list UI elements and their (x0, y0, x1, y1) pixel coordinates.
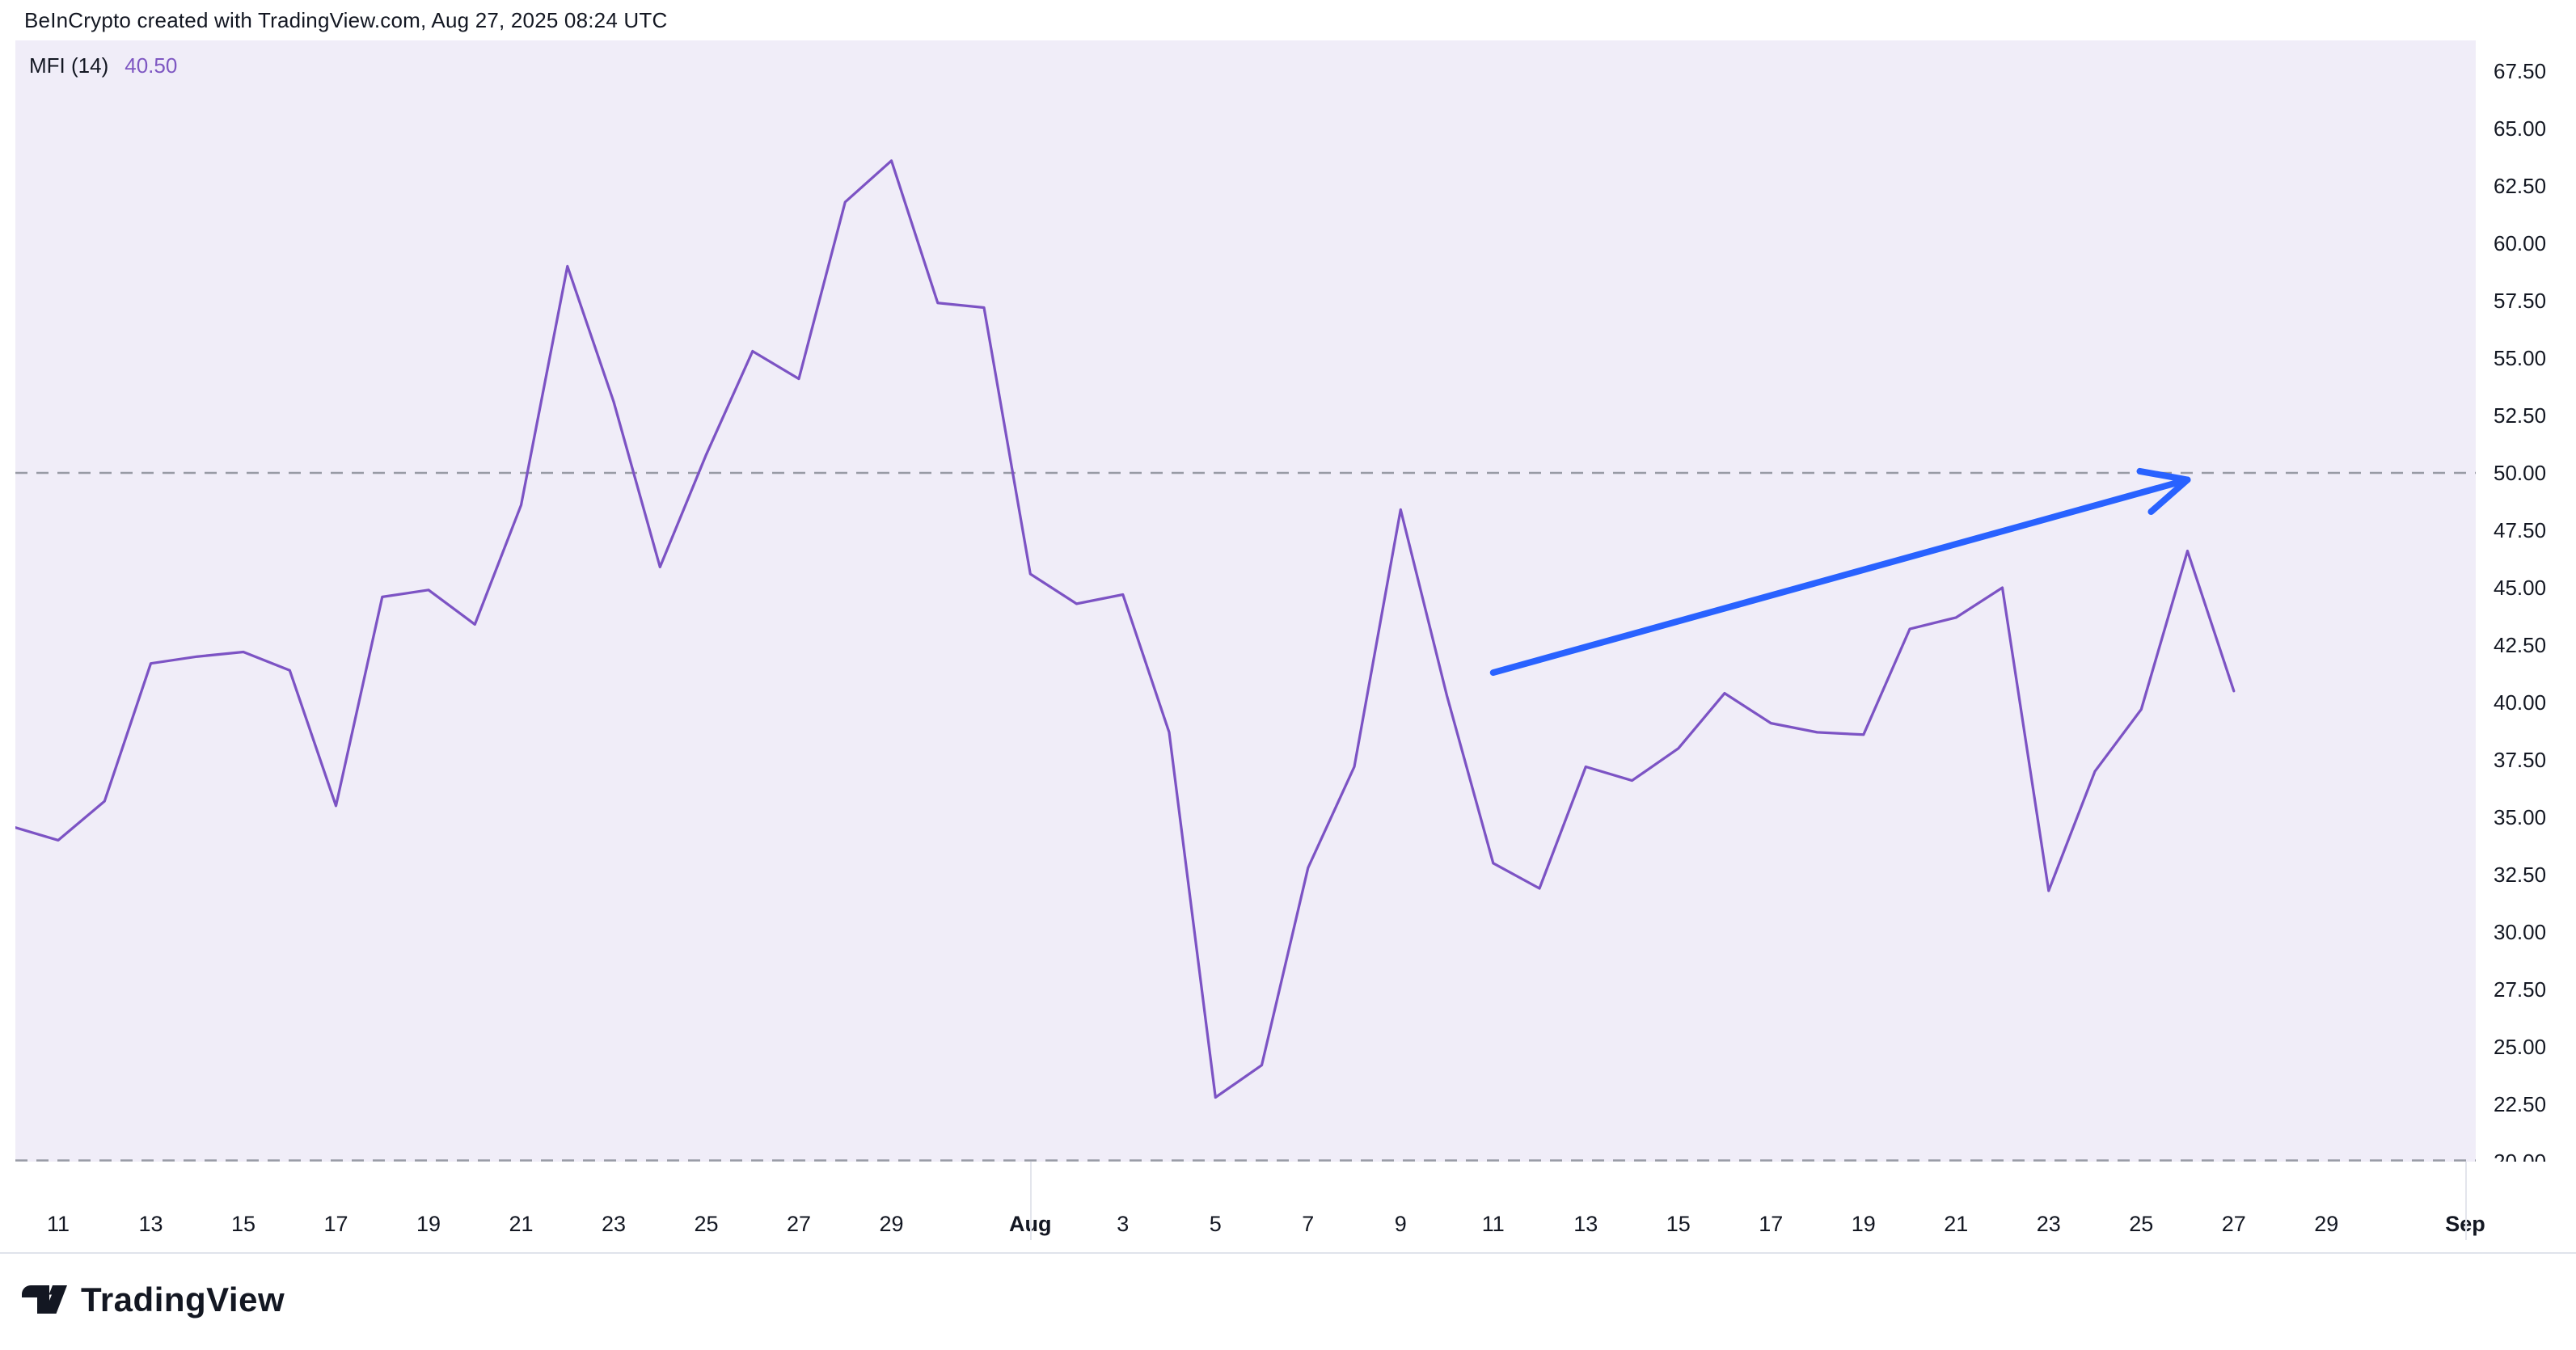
price-axis[interactable]: 67.50 65.00 62.50 60.00 57.50 55.00 52.50 50.00… (2476, 40, 2576, 1173)
price-axis-label: 42.50 (2494, 633, 2547, 657)
attribution-text: BeInCrypto created with TradingView.com,… (24, 7, 668, 32)
time-axis-label: 13 (1573, 1212, 1598, 1236)
price-axis-label: 62.50 (2494, 174, 2547, 198)
price-axis-label: 45.00 (2494, 576, 2547, 600)
trend-arrow-annotation[interactable] (1489, 467, 2191, 677)
time-axis[interactable]: 11131517192123252729Aug35791113151719212… (0, 1162, 2576, 1253)
time-axis-label: 25 (2129, 1212, 2154, 1236)
price-axis-label: 55.00 (2494, 346, 2547, 370)
time-axis-label: 29 (879, 1212, 904, 1236)
time-axis-label: 19 (416, 1212, 441, 1236)
time-axis-label: 29 (2314, 1212, 2339, 1236)
price-axis-label: 35.00 (2494, 805, 2547, 829)
time-axis-label: 15 (230, 1212, 256, 1236)
brand-name: TradingView (81, 1280, 285, 1318)
price-axis-label: 22.50 (2494, 1092, 2547, 1116)
arrow-head-icon (2136, 467, 2191, 516)
price-axis-label: 40.00 (2494, 690, 2547, 715)
price-axis-label: 67.50 (2494, 59, 2547, 83)
price-axis-label: 30.00 (2494, 920, 2547, 944)
mfi-plot-canvas[interactable] (15, 40, 2476, 1162)
time-axis-label: 17 (323, 1212, 348, 1236)
footer-brand[interactable]: TradingView (20, 1280, 285, 1319)
time-axis-label: 17 (1759, 1212, 1784, 1236)
time-axis-label: 27 (2221, 1212, 2246, 1236)
month-separator-tick (1030, 1162, 1033, 1240)
price-axis-label: 32.50 (2494, 863, 2547, 887)
axis-divider (0, 1252, 2576, 1254)
time-axis-label: 9 (1394, 1212, 1407, 1236)
month-separator-tick (2465, 1162, 2467, 1240)
time-axis-label: 23 (601, 1212, 627, 1236)
time-axis-label: 7 (1302, 1212, 1315, 1236)
time-axis-label: 3 (1117, 1212, 1130, 1236)
price-axis-label: 57.50 (2494, 289, 2547, 313)
time-axis-label: 19 (1851, 1212, 1876, 1236)
price-axis-label: 25.00 (2494, 1035, 2547, 1059)
indicator-legend[interactable]: MFI (14) 40.50 (29, 53, 177, 78)
arrow-shaft (1489, 476, 2191, 677)
indicator-pane[interactable]: MFI (14) 40.50 (15, 40, 2476, 1162)
time-axis-label: 13 (138, 1212, 163, 1236)
time-axis-label: 11 (46, 1212, 70, 1236)
mfi-series-line (15, 159, 2236, 1099)
price-axis-label: 52.50 (2494, 403, 2547, 428)
price-axis-label: 47.50 (2494, 518, 2547, 542)
price-axis-label: 65.00 (2494, 116, 2547, 141)
price-axis-label: 60.00 (2494, 231, 2547, 255)
time-axis-label: 25 (694, 1212, 719, 1236)
time-axis-label: 5 (1209, 1212, 1222, 1236)
price-axis-label: 37.50 (2494, 748, 2547, 772)
time-axis-label: 27 (786, 1212, 812, 1236)
time-axis-label: 23 (2036, 1212, 2061, 1236)
time-axis-label: 15 (1666, 1212, 1691, 1236)
price-axis-label: 27.50 (2494, 977, 2547, 1002)
indicator-name: MFI (14) (29, 53, 109, 78)
time-axis-label: 21 (509, 1212, 534, 1236)
price-axis-label: 50.00 (2494, 461, 2547, 485)
indicator-value: 40.50 (125, 53, 178, 78)
time-axis-label: 21 (1944, 1212, 1969, 1236)
time-axis-label: 11 (1481, 1212, 1505, 1236)
tradingview-logo-icon (22, 1285, 67, 1314)
